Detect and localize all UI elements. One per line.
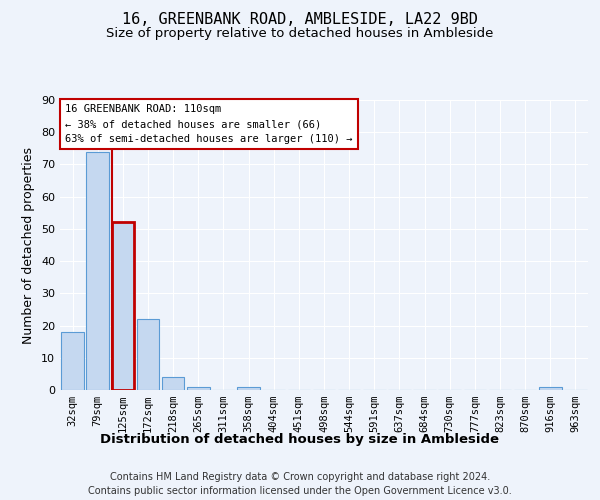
Bar — [187, 387, 209, 390]
Text: Size of property relative to detached houses in Ambleside: Size of property relative to detached ho… — [106, 28, 494, 40]
Bar — [112, 222, 134, 390]
Text: Contains public sector information licensed under the Open Government Licence v3: Contains public sector information licen… — [88, 486, 512, 496]
Bar — [539, 387, 562, 390]
Bar — [162, 377, 184, 390]
Y-axis label: Number of detached properties: Number of detached properties — [22, 146, 35, 344]
Bar — [86, 152, 109, 390]
Bar — [61, 332, 84, 390]
Bar — [237, 387, 260, 390]
Text: 16 GREENBANK ROAD: 110sqm
← 38% of detached houses are smaller (66)
63% of semi-: 16 GREENBANK ROAD: 110sqm ← 38% of detac… — [65, 104, 353, 144]
Text: Distribution of detached houses by size in Ambleside: Distribution of detached houses by size … — [101, 432, 499, 446]
Text: Contains HM Land Registry data © Crown copyright and database right 2024.: Contains HM Land Registry data © Crown c… — [110, 472, 490, 482]
Text: 16, GREENBANK ROAD, AMBLESIDE, LA22 9BD: 16, GREENBANK ROAD, AMBLESIDE, LA22 9BD — [122, 12, 478, 28]
Bar — [137, 319, 160, 390]
